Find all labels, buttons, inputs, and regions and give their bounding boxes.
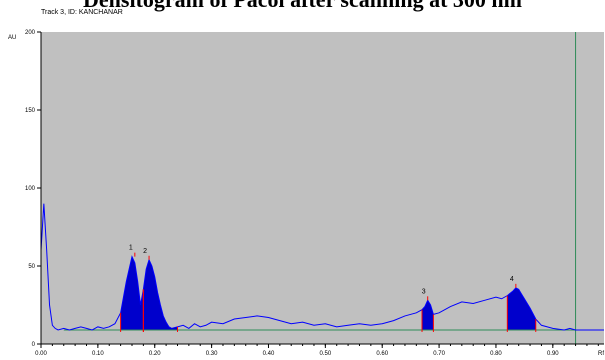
chart-title: Densitogram of Pacol after scanning at 3…	[0, 0, 605, 13]
x-tick-label: 0.90	[547, 351, 559, 357]
densitogram-trace	[40, 203, 604, 331]
x-tick-label: 0.30	[206, 351, 218, 357]
x-axis-label: Rf	[598, 351, 604, 357]
peak-label-4: 4	[510, 276, 514, 283]
x-tick-label: 0.10	[92, 351, 104, 357]
x-tick-label: 0.20	[149, 351, 161, 357]
x-tick-label: 0.60	[376, 351, 388, 357]
y-tick-label: 50	[28, 264, 35, 270]
y-tick-label: 0	[32, 342, 36, 348]
x-tick-label: 0.00	[35, 351, 47, 357]
x-tick-label: 0.80	[490, 351, 502, 357]
peak-area-3	[422, 300, 434, 330]
y-tick-label: 150	[25, 108, 36, 114]
x-tick-label: 0.40	[263, 351, 275, 357]
track-info: Track 3, ID: KANCHANAR	[41, 9, 123, 16]
x-tick-label: 0.70	[433, 351, 445, 357]
peak-label-1: 1	[129, 245, 133, 252]
y-tick-label: 100	[25, 186, 36, 192]
peak-area-1	[120, 256, 144, 330]
peak-area-2	[143, 259, 178, 330]
peak-area-4	[507, 287, 536, 330]
y-tick-label: 200	[25, 30, 36, 36]
peak-label-2: 2	[143, 248, 147, 255]
x-tick-label: 0.50	[319, 351, 331, 357]
peak-label-3: 3	[422, 288, 426, 295]
y-axis-label: AU	[8, 35, 17, 41]
